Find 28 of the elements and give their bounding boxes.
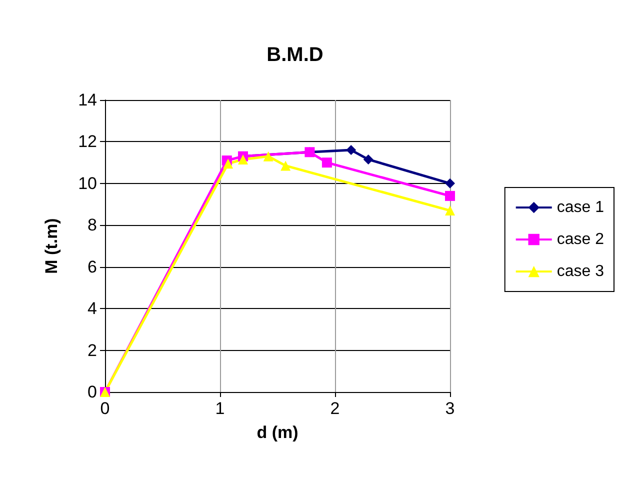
point: [445, 206, 455, 216]
point: [223, 158, 234, 169]
point: [363, 154, 374, 164]
y-tick-label: 0: [88, 382, 97, 402]
y-tick-label: 8: [88, 216, 97, 235]
point: [445, 190, 455, 201]
y-tick-label: 2: [88, 340, 97, 360]
point: [280, 160, 291, 171]
point: [263, 151, 274, 162]
x-tick-label: 0: [100, 399, 110, 418]
chart-title: B.M.D: [266, 44, 324, 66]
y-axis-title: M (t.m): [42, 218, 61, 274]
y-tick-label: 4: [88, 299, 97, 318]
x-tick-label: 3: [445, 399, 455, 418]
y-tick-label: 14: [78, 90, 97, 110]
legend-label: case 3: [556, 263, 604, 280]
y-tick-label: 10: [78, 174, 97, 193]
point: [346, 145, 356, 156]
y-tick-label: 12: [78, 132, 97, 152]
point: [322, 158, 332, 168]
x-tick-label: 2: [330, 399, 340, 418]
point: [445, 178, 455, 188]
x-axis-title: d (m): [256, 423, 298, 442]
y-tick-label: 6: [88, 257, 97, 276]
legend-label: case 1: [556, 199, 604, 216]
legend-label: case 2: [556, 231, 604, 248]
point: [238, 154, 248, 164]
x-tick-label: 1: [215, 399, 225, 418]
